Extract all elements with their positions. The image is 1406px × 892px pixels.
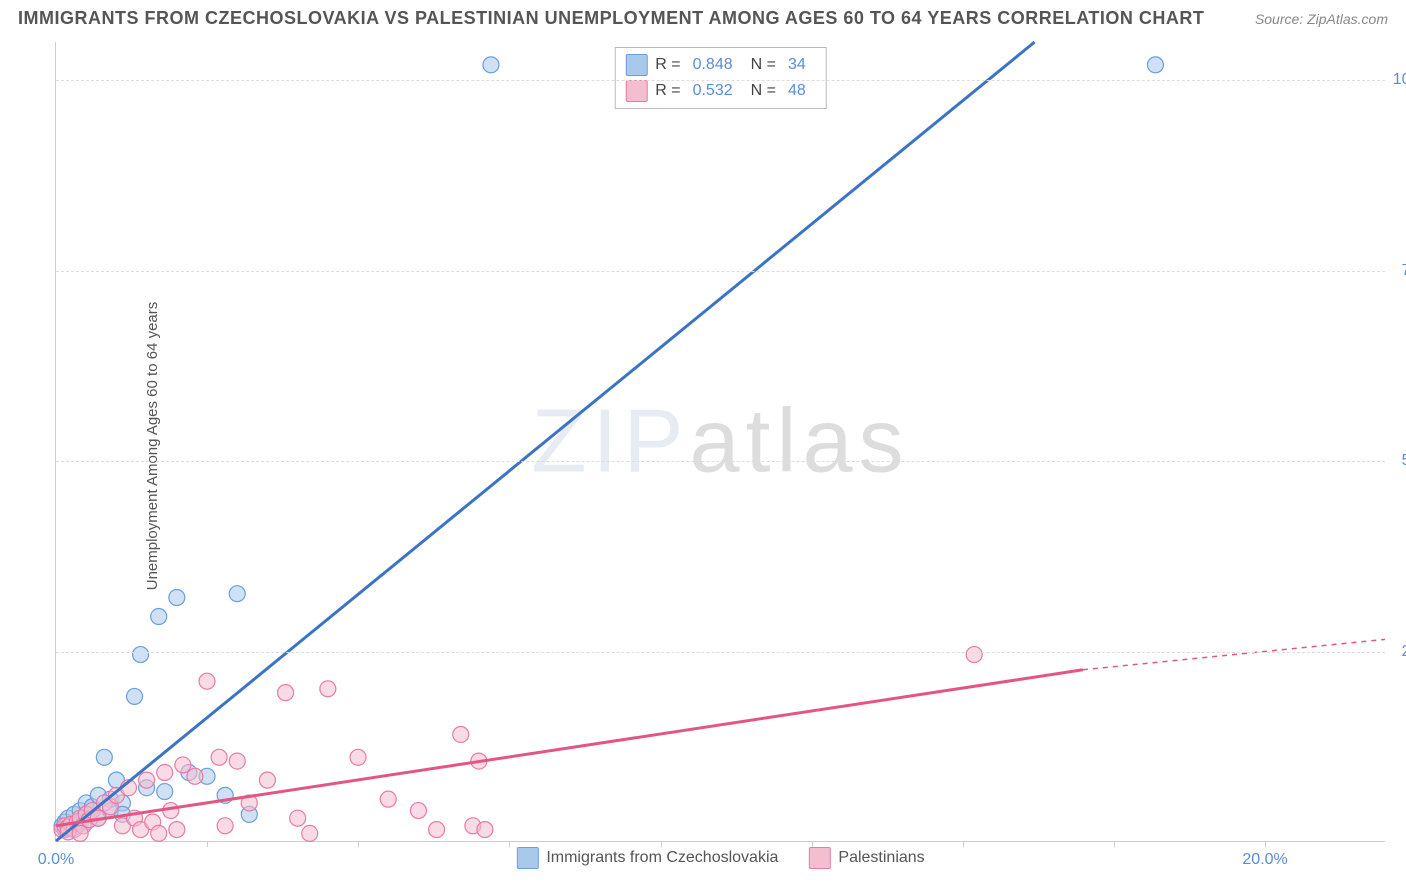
correlation-legend: R = 0.848 N = 34 R = 0.532 N = 48 (614, 47, 827, 109)
chart-title: IMMIGRANTS FROM CZECHOSLOVAKIA VS PALEST… (18, 8, 1204, 29)
scatter-point (453, 726, 469, 742)
scatter-point (477, 822, 493, 838)
x-tick-label: 0.0% (38, 851, 74, 869)
x-tick-mark (661, 841, 662, 847)
scatter-point (320, 681, 336, 697)
scatter-point (259, 772, 275, 788)
scatter-point (175, 757, 191, 773)
scatter-point (217, 818, 233, 834)
r-label-1: R = (655, 82, 680, 100)
x-tick-mark (963, 841, 964, 847)
scatter-point (966, 647, 982, 663)
legend-bottom-label-1: Palestinians (838, 849, 924, 867)
legend-bottom-swatch-0 (516, 847, 538, 869)
n-value-1: 48 (788, 82, 806, 100)
scatter-point (278, 685, 294, 701)
scatter-point (157, 784, 173, 800)
grid-line-h (56, 271, 1385, 272)
scatter-point (483, 57, 499, 73)
y-tick-label: 50.0% (1402, 452, 1406, 470)
legend-row-series-0: R = 0.848 N = 34 (625, 52, 816, 78)
trend-line-extension (1083, 639, 1385, 669)
scatter-point (151, 825, 167, 841)
scatter-point (199, 673, 215, 689)
scatter-point (302, 825, 318, 841)
scatter-point (139, 772, 155, 788)
trend-line (56, 42, 1035, 841)
r-value-0: 0.848 (693, 56, 733, 74)
x-tick-mark (812, 841, 813, 847)
scatter-point (169, 822, 185, 838)
scatter-point (429, 822, 445, 838)
grid-line-h (56, 80, 1385, 81)
n-label-0: N = (751, 56, 776, 74)
n-label-1: N = (751, 82, 776, 100)
r-label-0: R = (655, 56, 680, 74)
scatter-point (211, 749, 227, 765)
legend-item-1: Palestinians (808, 847, 924, 869)
grid-line-h (56, 461, 1385, 462)
scatter-point (229, 753, 245, 769)
legend-swatch-1 (625, 80, 647, 102)
y-tick-label: 100.0% (1393, 71, 1406, 89)
source-label: Source: (1255, 11, 1303, 27)
r-value-1: 0.532 (693, 82, 733, 100)
legend-bottom-label-0: Immigrants from Czechoslovakia (546, 849, 778, 867)
scatter-point (1147, 57, 1163, 73)
scatter-point (133, 647, 149, 663)
scatter-point (72, 825, 88, 841)
plot-area: ZIPatlas R = 0.848 N = 34 R = 0.532 N = … (55, 42, 1385, 842)
series-legend: Immigrants from Czechoslovakia Palestini… (516, 847, 924, 869)
y-tick-label: 75.0% (1402, 262, 1406, 280)
scatter-point (169, 590, 185, 606)
x-tick-mark (1114, 841, 1115, 847)
x-tick-mark (1265, 841, 1266, 847)
legend-row-series-1: R = 0.532 N = 48 (625, 78, 816, 104)
legend-item-0: Immigrants from Czechoslovakia (516, 847, 778, 869)
source-value: ZipAtlas.com (1307, 11, 1388, 27)
scatter-point (290, 810, 306, 826)
scatter-point (127, 688, 143, 704)
trend-line (56, 670, 1083, 826)
n-value-0: 34 (788, 56, 806, 74)
x-tick-label: 20.0% (1242, 851, 1287, 869)
scatter-point (187, 768, 203, 784)
x-tick-mark (509, 841, 510, 847)
scatter-point (229, 586, 245, 602)
scatter-point (151, 609, 167, 625)
x-tick-mark (358, 841, 359, 847)
legend-bottom-swatch-1 (808, 847, 830, 869)
scatter-point (350, 749, 366, 765)
scatter-point (157, 765, 173, 781)
scatter-point (380, 791, 396, 807)
scatter-point (96, 749, 112, 765)
x-tick-mark (207, 841, 208, 847)
source-attribution: Source: ZipAtlas.com (1255, 11, 1388, 27)
scatter-point (410, 803, 426, 819)
legend-swatch-0 (625, 54, 647, 76)
scatter-plot-svg (56, 42, 1385, 841)
grid-line-h (56, 652, 1385, 653)
y-tick-label: 25.0% (1402, 643, 1406, 661)
